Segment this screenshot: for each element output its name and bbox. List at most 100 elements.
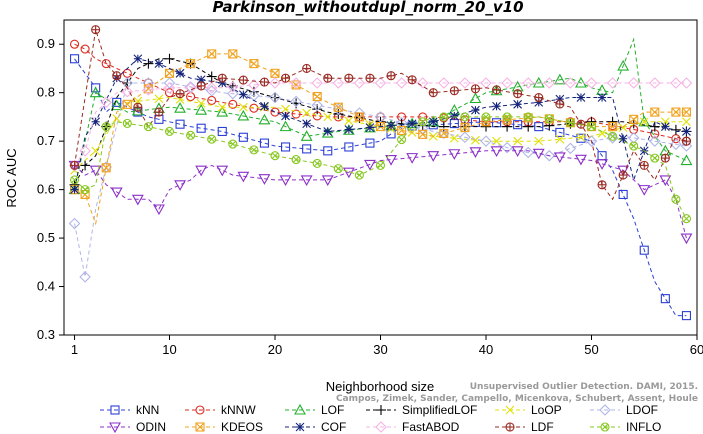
- data-point-ldof: [670, 138, 682, 151]
- series-line-inflo: [74, 116, 687, 219]
- legend-marker: [599, 404, 611, 416]
- data-point-inflo: [101, 122, 111, 132]
- data-point-knnw: [249, 103, 259, 113]
- legend-item-simplifiedlof: SimplifiedLOF: [366, 403, 477, 417]
- data-point-lof: [300, 130, 313, 141]
- data-point-ldof: [416, 122, 429, 135]
- data-point-odin: [195, 165, 208, 177]
- data-point-ldof: [522, 146, 534, 159]
- data-point-ldf: [196, 81, 206, 91]
- data-point-odin: [300, 175, 313, 187]
- data-point-knn: [660, 294, 670, 304]
- series-line-odin: [74, 150, 687, 239]
- data-point-fastabod: [680, 77, 693, 89]
- data-point-kdeos: [681, 107, 692, 117]
- data-point-ldf: [386, 71, 396, 81]
- data-point-kdeos: [629, 114, 639, 124]
- data-point-ldof: [332, 103, 345, 115]
- data-point-fastabod: [459, 77, 471, 89]
- legend-marker: [505, 405, 515, 415]
- data-point-ldf: [534, 92, 544, 103]
- data-point-ldof: [606, 132, 619, 144]
- data-point-kdeos: [312, 92, 322, 102]
- data-point-loop: [154, 94, 164, 104]
- data-point-kdeos: [122, 99, 132, 109]
- data-point-knn: [238, 132, 248, 142]
- data-point-loop: [555, 134, 565, 144]
- data-point-knn: [534, 122, 544, 132]
- data-point-simplifiedlof: [523, 121, 534, 132]
- data-point-simplifiedlof: [206, 71, 217, 82]
- series-kdeos: [70, 49, 692, 226]
- data-point-fastabod: [79, 145, 91, 157]
- data-point-kdeos: [101, 163, 111, 173]
- data-point-cof: [682, 127, 691, 136]
- data-point-lof: [617, 59, 630, 71]
- data-point-fastabod: [205, 82, 218, 94]
- legend-label: KDEOS: [221, 420, 263, 434]
- data-point-odin: [427, 151, 440, 162]
- y-tick-label: 0.5: [37, 230, 55, 245]
- data-point-cof: [91, 117, 101, 127]
- credit-title: Unsupervised Outlier Detection. DAMI, 20…: [470, 382, 698, 392]
- legend: kNN kNNW LOF SimplifiedLOF LoOP LDOF ODIN KDEOS…: [100, 403, 661, 434]
- x-tick-label: 1: [71, 342, 78, 357]
- data-point-lof: [195, 104, 208, 115]
- data-point-inflo: [481, 112, 491, 122]
- x-tick-label: 50: [584, 342, 598, 357]
- x-axis-label: Neighborhood size: [326, 379, 434, 394]
- data-point-ldof: [290, 95, 302, 108]
- data-point-inflo: [270, 151, 280, 161]
- data-point-fastabod: [227, 81, 239, 93]
- data-point-odin: [174, 180, 186, 191]
- data-point-kdeos: [397, 125, 407, 136]
- data-point-inflo: [565, 118, 575, 128]
- data-point-fastabod: [501, 77, 513, 89]
- data-point-cof: [449, 111, 459, 121]
- data-point-lof: [279, 120, 292, 132]
- data-point-cof: [175, 68, 185, 78]
- data-point-odin: [659, 175, 672, 187]
- data-point-odin: [406, 153, 419, 164]
- data-point-simplifiedlof: [143, 58, 154, 69]
- data-point-odin: [553, 152, 566, 164]
- data-point-kdeos: [671, 107, 681, 117]
- data-point-ldof: [353, 107, 366, 119]
- data-point-odin: [490, 146, 503, 157]
- data-point-inflo: [354, 170, 364, 180]
- data-point-cof: [597, 93, 607, 102]
- data-point-loop: [217, 102, 227, 112]
- legend-item-odin: ODIN: [100, 420, 166, 434]
- legend-item-ldf: LDF: [495, 420, 554, 434]
- data-point-loop: [302, 108, 312, 118]
- data-point-simplifiedlof: [649, 121, 660, 132]
- legend-item-cof: COF: [285, 420, 346, 434]
- data-point-inflo: [608, 131, 618, 141]
- data-point-odin: [680, 233, 693, 245]
- y-tick-label: 0.6: [37, 182, 55, 197]
- data-point-kdeos: [650, 107, 660, 117]
- data-point-loop: [281, 104, 290, 114]
- data-point-loop: [682, 117, 691, 127]
- legend-label: LoOP: [531, 403, 562, 417]
- data-point-knn: [259, 138, 270, 148]
- data-point-ldof: [142, 77, 155, 89]
- data-point-ldf: [259, 77, 270, 87]
- series-line-loop: [74, 96, 687, 171]
- legend-item-kdeos: KDEOS: [185, 420, 263, 434]
- legend-label: kNN: [136, 403, 159, 417]
- data-point-ldof: [184, 81, 197, 93]
- data-point-ldf: [491, 85, 502, 95]
- data-point-knn: [576, 133, 586, 143]
- data-point-knnw: [80, 44, 90, 54]
- data-point-lof: [237, 109, 250, 121]
- data-point-fastabod: [395, 77, 408, 89]
- data-point-ldf: [323, 73, 333, 83]
- data-point-loop: [196, 98, 206, 108]
- data-point-ldf: [217, 73, 227, 83]
- data-point-simplifiedlof: [586, 116, 597, 127]
- data-point-kdeos: [186, 59, 196, 69]
- data-point-cof: [365, 123, 375, 132]
- data-point-loop: [639, 117, 649, 127]
